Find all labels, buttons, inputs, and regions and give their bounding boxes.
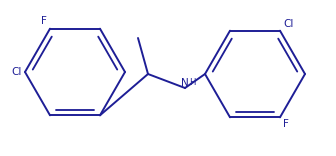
Text: F: F [41,16,47,26]
Text: H: H [189,78,195,87]
Text: Cl: Cl [283,19,293,29]
Text: N: N [181,78,189,88]
Text: Cl: Cl [12,67,22,77]
Text: F: F [283,119,289,129]
